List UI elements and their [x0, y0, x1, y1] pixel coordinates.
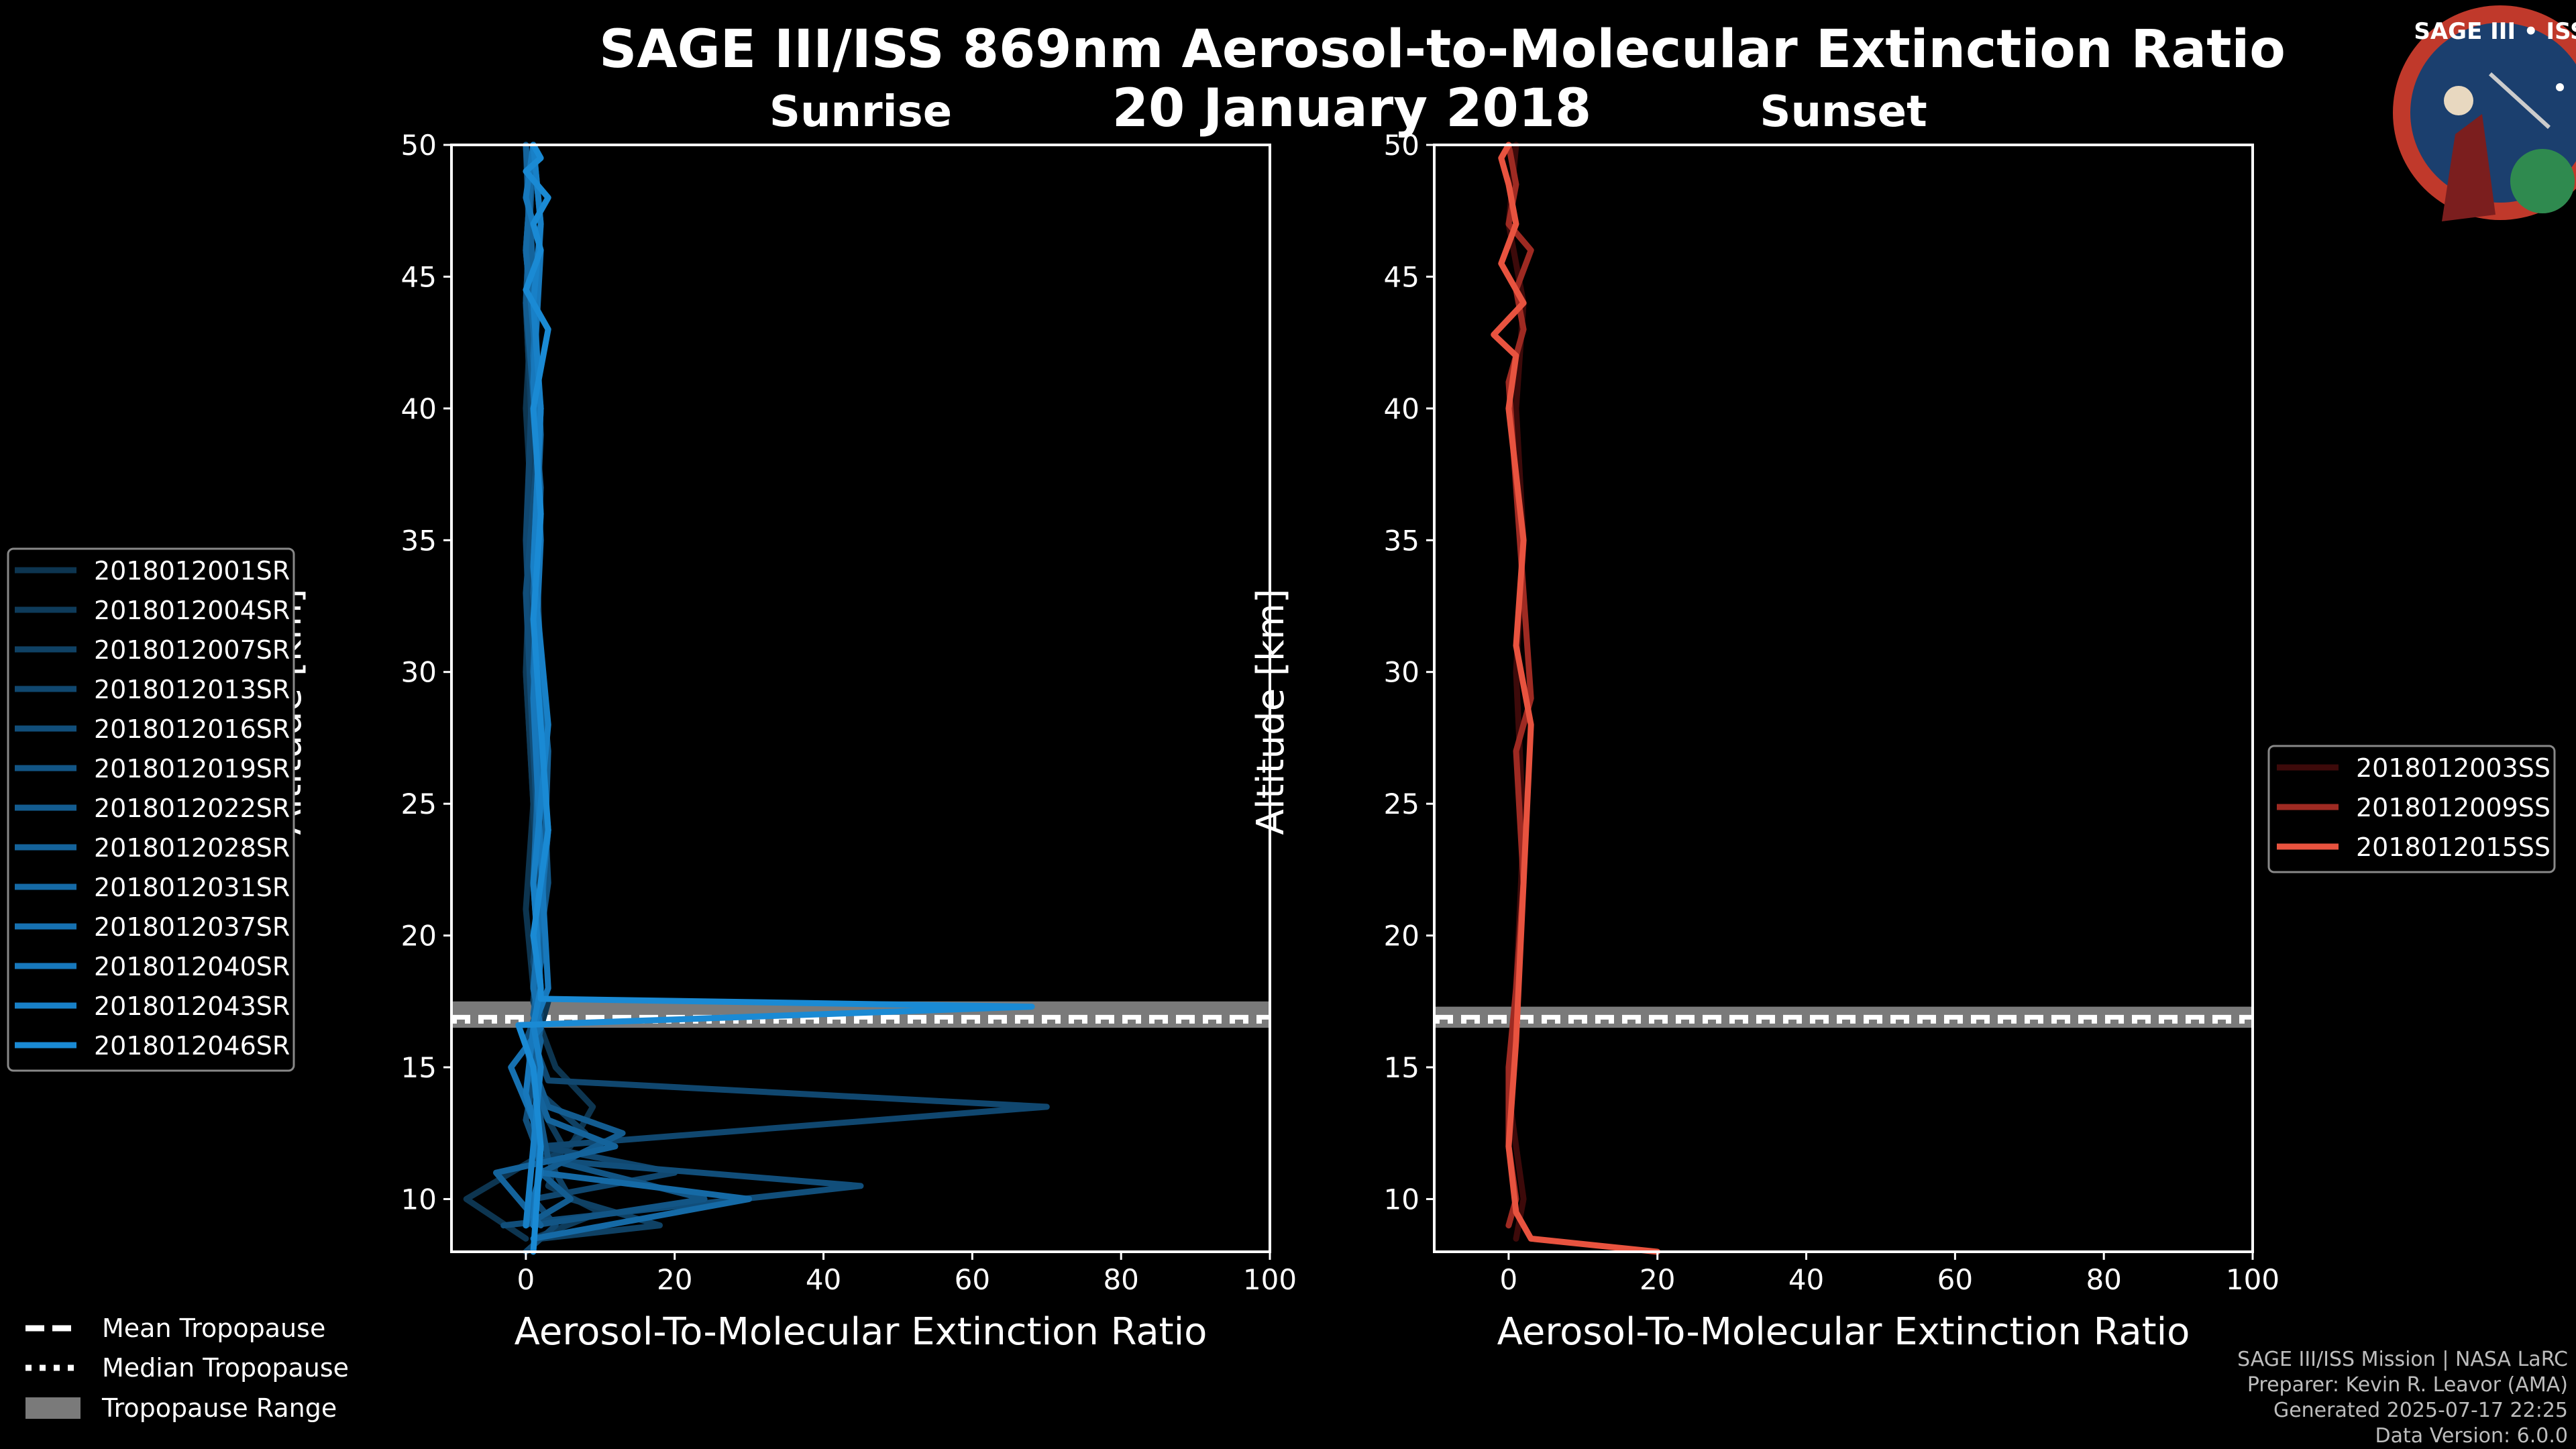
tropopause-range-label: Tropopause Range — [101, 1393, 337, 1423]
x-tick-label: 20 — [657, 1263, 692, 1296]
plot-area — [451, 145, 1270, 1252]
credit-line: Generated 2025-07-17 22:25 — [2273, 1399, 2568, 1422]
legend-label: 2018012001SR — [94, 556, 290, 586]
sunrise-panel: 0 20 40 60 80 100 10 15 20 25 30 35 40 45 50 Aerosol-To… — [266, 87, 1297, 1354]
chart-date: 20 January 2018 — [1112, 78, 1592, 139]
sunrise-legend: 2018012001SR 2018012004SR 2018012007SR 2018… — [7, 547, 295, 1072]
tropopause-legend: Mean Tropopause Median Tropopause Tropop… — [25, 1313, 349, 1423]
y-tick-label: 35 — [1384, 524, 1419, 557]
logo-label: SAGE III • ISS — [2414, 18, 2576, 45]
legend-label: 2018012015SS — [2356, 833, 2551, 862]
y-tick-label: 40 — [401, 392, 437, 425]
legend-label: 2018012019SR — [94, 754, 290, 784]
legend-label: 2018012004SR — [94, 596, 290, 625]
chart-title: SAGE III/ISS 869nm Aerosol-to-Molecular … — [599, 19, 2286, 80]
sunset-panel: 0 20 40 60 80 100 10 15 20 25 30 35 40 45 50 Aerosol-To… — [1249, 87, 2279, 1354]
y-tick-label: 20 — [401, 920, 437, 953]
plot-frame — [1433, 144, 2254, 1253]
x-tick-label: 100 — [1243, 1263, 1297, 1296]
x-tick-label: 60 — [1937, 1263, 1973, 1296]
x-tick-label: 60 — [955, 1263, 990, 1296]
x-axis-label: Aerosol-To-Molecular Extinction Ratio — [515, 1310, 1208, 1354]
tropopause-range-swatch — [25, 1397, 80, 1419]
y-axis-label: Altitude [km] — [1249, 588, 1293, 835]
legend-label: 2018012009SS — [2356, 793, 2551, 822]
x-axis-label: Aerosol-To-Molecular Extinction Ratio — [1497, 1310, 2190, 1354]
y-tick-label: 10 — [1384, 1183, 1419, 1216]
wizard-face-icon — [2444, 86, 2473, 115]
sunset-legend-frame — [2267, 745, 2556, 873]
y-tick-label: 15 — [1384, 1051, 1419, 1084]
series-line — [1491, 142, 1661, 1255]
legend-label: 2018012046SR — [94, 1031, 290, 1061]
credit-line: SAGE III/ISS Mission | NASA LaRC — [2237, 1348, 2568, 1371]
x-tick-label: 40 — [1788, 1263, 1824, 1296]
x-tick-label: 0 — [1500, 1263, 1518, 1296]
x-tick-label: 20 — [1640, 1263, 1675, 1296]
median-tropopause-label: Median Tropopause — [102, 1353, 349, 1383]
credit-line: Data Version: 6.0.0 — [2375, 1424, 2568, 1448]
y-tick-label: 50 — [401, 129, 437, 162]
legend-label: 2018012043SR — [94, 991, 290, 1021]
y-tick-label: 50 — [1384, 129, 1419, 162]
credits: SAGE III/ISS Mission | NASA LaRC Prepare… — [2237, 1348, 2568, 1448]
sage-iii-iss-logo: SAGE III • ISS — [2393, 5, 2576, 221]
series-line — [523, 142, 551, 1229]
legend-label: 2018012003SS — [2356, 753, 2551, 783]
y-tick-label: 40 — [1384, 392, 1419, 425]
legend-label: 2018012040SR — [94, 952, 290, 981]
panel-title: Sunrise — [769, 87, 952, 137]
x-tick-label: 100 — [2226, 1263, 2279, 1296]
y-tick-label: 35 — [401, 524, 437, 557]
legend-label: 2018012013SR — [94, 675, 290, 704]
y-tick-label: 20 — [1384, 920, 1419, 953]
sunrise-legend-frame — [7, 547, 295, 1072]
y-tick-label: 45 — [401, 260, 437, 293]
sunset-legend: 2018012003SS 2018012009SS 2018012015SS — [2267, 745, 2556, 873]
plot-frame — [450, 144, 1271, 1253]
wizard-figure-icon — [2442, 114, 2496, 221]
y-tick-label: 10 — [401, 1183, 437, 1216]
earth-icon — [2510, 149, 2575, 213]
series-line — [515, 142, 1035, 1255]
y-tick-label: 25 — [401, 788, 437, 820]
legend-label: 2018012028SR — [94, 833, 290, 863]
x-tick-label: 0 — [517, 1263, 535, 1296]
iss-icon — [2488, 72, 2551, 129]
x-tick-label: 80 — [1103, 1263, 1138, 1296]
y-tick-label: 45 — [1384, 260, 1419, 293]
x-tick-label: 80 — [2086, 1263, 2121, 1296]
x-tick-label: 40 — [806, 1263, 841, 1296]
legend-label: 2018012031SR — [94, 873, 290, 902]
mean-tropopause-label: Mean Tropopause — [102, 1313, 325, 1343]
credit-line: Preparer: Kevin R. Leavor (AMA) — [2247, 1373, 2568, 1397]
series-line — [1505, 142, 1534, 1229]
legend-label: 2018012016SR — [94, 714, 290, 744]
legend-label: 2018012022SR — [94, 794, 290, 823]
y-tick-label: 30 — [401, 656, 437, 689]
plot-area — [1434, 145, 2253, 1252]
legend-label: 2018012037SR — [94, 912, 290, 942]
star-icon — [2556, 83, 2564, 91]
panel-title: Sunset — [1760, 87, 1927, 137]
y-tick-label: 15 — [401, 1051, 437, 1084]
legend-label: 2018012007SR — [94, 635, 290, 665]
y-tick-label: 30 — [1384, 656, 1419, 689]
y-tick-label: 25 — [1384, 788, 1419, 820]
